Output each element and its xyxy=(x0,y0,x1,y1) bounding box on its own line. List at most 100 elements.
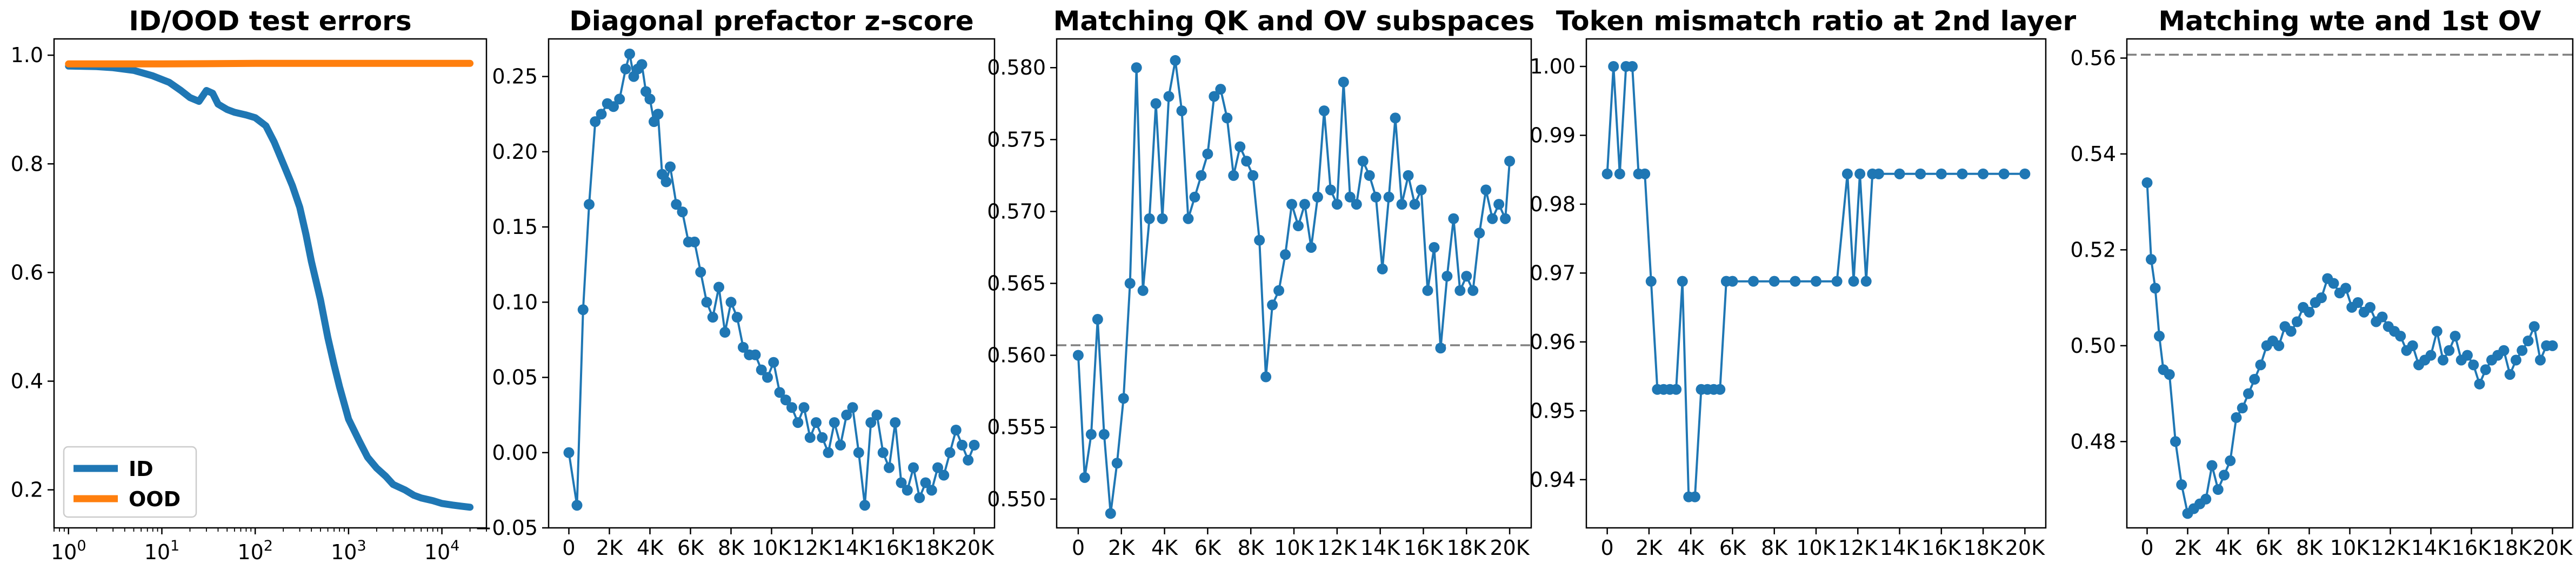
data-point xyxy=(1601,168,1613,179)
data-point xyxy=(1442,271,1453,282)
data-point xyxy=(1364,170,1375,181)
data-point xyxy=(2255,359,2266,371)
y-tick-label: 0.8 xyxy=(11,152,43,176)
data-point xyxy=(1390,112,1401,124)
x-tick-label: 0 xyxy=(1601,536,1614,560)
data-point xyxy=(2450,331,2461,342)
data-point xyxy=(2292,316,2303,327)
x-tick-label: 20K xyxy=(955,536,995,560)
data-point xyxy=(2547,340,2558,351)
data-point xyxy=(756,364,767,375)
x-tick-label: 4K xyxy=(1151,536,1178,560)
data-point xyxy=(701,297,712,308)
data-point xyxy=(1748,276,1759,287)
data-point xyxy=(1957,168,1968,179)
data-point xyxy=(1183,213,1194,224)
data-point xyxy=(2431,326,2442,337)
data-point xyxy=(1860,276,1872,287)
data-point xyxy=(926,485,937,496)
legend-label: OOD xyxy=(129,487,181,511)
x-tick-label: 14K xyxy=(833,536,873,560)
data-point xyxy=(707,312,718,323)
x-tick-label: 6K xyxy=(1194,536,1222,560)
y-tick-label: 0.54 xyxy=(2070,142,2116,166)
y-tick-label: 1.0 xyxy=(11,43,43,67)
data-point xyxy=(2164,369,2175,380)
data-point xyxy=(689,236,700,247)
data-point xyxy=(1416,184,1427,196)
chart-title: Token mismatch ratio at 2nd layer xyxy=(1556,5,2077,37)
data-point xyxy=(725,297,737,308)
data-point xyxy=(652,109,664,120)
data-point xyxy=(1196,170,1207,181)
data-point xyxy=(2377,311,2388,323)
data-point xyxy=(1209,91,1220,102)
y-tick-label: 0.95 xyxy=(1530,399,1576,423)
x-tick-label: 20K xyxy=(1490,536,1530,560)
data-point xyxy=(1267,299,1278,311)
data-point xyxy=(1448,213,1459,224)
x-tick-label: 6K xyxy=(2255,536,2283,560)
data-point xyxy=(1273,285,1285,296)
data-point xyxy=(2200,493,2212,505)
data-point xyxy=(2219,470,2230,481)
x-tick-label: 14K xyxy=(1360,536,1400,560)
data-point xyxy=(1504,156,1516,167)
data-point xyxy=(1286,199,1298,210)
x-tick-label: 0 xyxy=(2140,536,2153,560)
y-tick-label: 0.6 xyxy=(11,260,43,284)
data-point xyxy=(817,432,828,443)
chart-panel-2: Matching QK and OV subspaces 0.550 0.555 0.… xyxy=(987,5,1534,560)
x-tick-label: 14K xyxy=(1880,536,1920,560)
data-point xyxy=(596,109,607,120)
data-point xyxy=(1131,62,1142,73)
y-tick-label: 0.00 xyxy=(492,441,538,465)
data-point xyxy=(1170,55,1181,66)
x-tick-label: 8K xyxy=(1761,536,1788,560)
chart-panel-4: Matching wte and 1st OV 0.48 0.50 0.52 0.54 0… xyxy=(2070,5,2574,560)
x-tick-label: 16K xyxy=(1921,536,1961,560)
chart-title: Matching wte and 1st OV xyxy=(2158,5,2541,37)
data-point xyxy=(798,402,810,413)
data-point xyxy=(1689,491,1700,502)
data-point xyxy=(1727,276,1738,287)
data-point xyxy=(1671,384,1682,395)
data-point xyxy=(2522,335,2534,346)
data-point xyxy=(1222,112,1233,124)
y-tick-label: 0.25 xyxy=(492,65,538,89)
data-point xyxy=(2170,436,2181,447)
data-point xyxy=(2480,364,2491,375)
x-tick-label: 20K xyxy=(2005,536,2045,560)
data-point xyxy=(1978,168,1989,179)
data-point xyxy=(2468,359,2479,371)
data-point xyxy=(1118,393,1129,404)
chart-panel-3: Token mismatch ratio at 2nd layer 0.94 0.9… xyxy=(1530,5,2076,560)
data-point xyxy=(713,281,724,293)
data-point xyxy=(1092,314,1103,325)
y-tick-label: 0.56 xyxy=(2070,46,2116,70)
x-tick-label: 12K xyxy=(1838,536,1878,560)
data-point xyxy=(1357,156,1369,167)
data-point xyxy=(731,312,743,323)
data-point xyxy=(835,439,846,451)
data-point xyxy=(1215,84,1226,95)
data-point xyxy=(944,447,956,458)
x-tick-label: 10K xyxy=(2330,536,2370,560)
data-point xyxy=(1338,76,1349,88)
data-point xyxy=(896,477,907,488)
data-point xyxy=(2225,455,2236,466)
data-point xyxy=(2237,403,2248,414)
data-point xyxy=(2243,388,2254,399)
data-point xyxy=(1409,199,1420,210)
y-tick-label: 0.48 xyxy=(2070,430,2116,453)
data-point xyxy=(1228,170,1239,181)
data-point xyxy=(1831,276,1843,287)
x-tick-label: 6K xyxy=(1719,536,1746,560)
data-point xyxy=(1105,508,1116,519)
data-point xyxy=(2535,354,2546,366)
data-point xyxy=(829,417,840,428)
x-tick-label: 8K xyxy=(1238,536,1265,560)
data-point xyxy=(1769,276,1780,287)
data-point xyxy=(2150,283,2161,294)
chart-panel-0: ID/OOD test errors 0.2 0.4 0.6 0.8 1.0 100 101 1… xyxy=(11,5,488,564)
